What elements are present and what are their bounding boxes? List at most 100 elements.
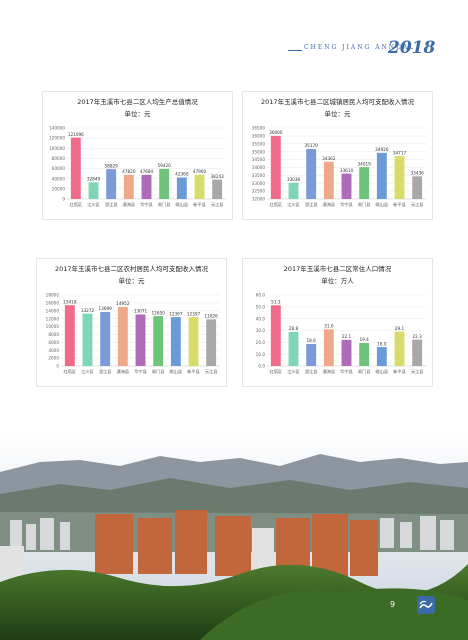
chart-unit: 单位：万人 bbox=[321, 277, 354, 285]
bar-3 bbox=[106, 169, 117, 199]
x-tick-label: 红塔区 bbox=[270, 368, 283, 375]
chart-title: 2017年玉溪市七县二区农村居民人均可支配收入情况 bbox=[54, 265, 209, 273]
bar-7 bbox=[376, 152, 387, 199]
data-label: 47684 bbox=[140, 169, 154, 174]
y-tick-label: 16000 bbox=[46, 300, 60, 305]
bar-7 bbox=[176, 177, 187, 199]
bar-8 bbox=[394, 331, 405, 366]
y-tick-label: 0 bbox=[62, 197, 65, 202]
data-label: 19.4 bbox=[360, 337, 370, 342]
y-tick-label: 0 bbox=[56, 364, 59, 369]
data-label: 36000 bbox=[269, 130, 283, 135]
y-tick-label: 35000 bbox=[252, 149, 266, 154]
data-label: 22.1 bbox=[342, 334, 352, 339]
y-tick-label: 36500 bbox=[252, 126, 266, 131]
y-tick-label: 8000 bbox=[48, 332, 59, 337]
data-label: 121096 bbox=[68, 132, 84, 137]
chart-plot: 32000 32500 33000 33500 34000 34500 35000 35500… bbox=[252, 126, 426, 208]
x-tick-label: 峨山县 bbox=[176, 201, 189, 208]
x-tick-label: 元江县 bbox=[205, 368, 218, 375]
x-tick-label: 华宁县 bbox=[140, 201, 153, 208]
data-label: 14952 bbox=[116, 301, 130, 306]
y-tick-label: 18000 bbox=[46, 293, 60, 298]
chart-rural-income: 2017年玉溪市七县二区农村居民人均可支配收入情况 单位：元 0 2000 4000… bbox=[36, 258, 227, 387]
y-tick-label: 80000 bbox=[52, 156, 66, 161]
y-tick-label: 33000 bbox=[252, 181, 266, 186]
y-tick-label: 36000 bbox=[252, 133, 266, 138]
bar-9 bbox=[412, 176, 423, 199]
chart-unit: 单位：元 bbox=[124, 110, 151, 118]
data-label: 31.0 bbox=[324, 324, 334, 329]
y-tick-label: 100000 bbox=[49, 146, 65, 151]
y-tick-label: 40000 bbox=[52, 176, 66, 181]
chart-plot: 0 20000 40000 60000 80000 100000 120000 1400001… bbox=[49, 126, 226, 208]
bar-5 bbox=[341, 173, 352, 199]
bar-2 bbox=[88, 182, 99, 199]
data-label: 59420 bbox=[158, 163, 172, 168]
x-tick-label: 新平县 bbox=[393, 368, 406, 375]
data-label: 29.1 bbox=[395, 326, 405, 331]
data-label: 38243 bbox=[211, 174, 225, 179]
bar-4 bbox=[117, 307, 128, 366]
data-label: 11826 bbox=[205, 314, 219, 319]
bar-1 bbox=[64, 305, 75, 366]
y-tick-label: 12000 bbox=[46, 316, 60, 321]
y-tick-label: 50.0 bbox=[256, 304, 266, 309]
x-tick-label: 通海县 bbox=[117, 368, 130, 375]
bar-8 bbox=[188, 317, 199, 366]
bar-3 bbox=[306, 343, 317, 366]
bar-8 bbox=[194, 174, 205, 199]
data-label: 47820 bbox=[122, 169, 136, 174]
data-label: 15418 bbox=[63, 299, 77, 304]
bar-6 bbox=[153, 316, 164, 366]
y-tick-label: 34500 bbox=[252, 157, 266, 162]
x-tick-label: 红塔区 bbox=[70, 201, 83, 208]
data-label: 47960 bbox=[193, 169, 207, 174]
x-tick-label: 新平县 bbox=[193, 201, 206, 208]
x-tick-label: 通海县 bbox=[323, 368, 336, 375]
data-label: 34926 bbox=[375, 147, 389, 152]
x-tick-label: 峨山县 bbox=[376, 201, 389, 208]
x-tick-label: 江川区 bbox=[87, 201, 100, 208]
bar-5 bbox=[141, 174, 152, 199]
bar-7 bbox=[376, 347, 387, 366]
chart-gdp-per-capita: 2017年玉溪市七县二区人均生产总值情况 单位：元 0 20000 40000 600… bbox=[42, 91, 233, 220]
x-tick-label: 澄江县 bbox=[305, 201, 318, 208]
x-tick-label: 通海县 bbox=[323, 201, 336, 208]
data-label: 16.0 bbox=[377, 341, 387, 346]
x-tick-label: 江川区 bbox=[287, 368, 300, 375]
y-tick-label: 14000 bbox=[46, 308, 60, 313]
x-tick-label: 红塔区 bbox=[270, 201, 283, 208]
x-tick-label: 红塔区 bbox=[64, 368, 77, 375]
year-label: 2018 bbox=[388, 38, 436, 58]
chart-title: 2017年玉溪市七县二区人均生产总值情况 bbox=[77, 98, 198, 106]
y-tick-label: 20000 bbox=[52, 186, 66, 191]
data-label: 51.3 bbox=[271, 299, 281, 304]
data-label: 22.3 bbox=[413, 334, 423, 339]
bar-1 bbox=[270, 305, 281, 366]
x-tick-label: 易门县 bbox=[358, 368, 371, 375]
bar-6 bbox=[359, 343, 370, 366]
bar-9 bbox=[212, 179, 223, 199]
x-tick-label: 澄江县 bbox=[105, 201, 118, 208]
chart-unit: 单位：元 bbox=[118, 277, 145, 285]
x-tick-label: 通海县 bbox=[123, 201, 136, 208]
x-tick-label: 峨山县 bbox=[170, 368, 183, 375]
y-tick-label: 0.0 bbox=[258, 364, 265, 369]
y-tick-label: 2000 bbox=[48, 356, 59, 361]
y-tick-label: 60000 bbox=[52, 166, 66, 171]
annual-header: CHENG JIANG ANNUAL 2018 bbox=[288, 38, 448, 62]
data-label: 33036 bbox=[287, 177, 301, 182]
x-tick-label: 易门县 bbox=[152, 368, 165, 375]
y-tick-label: 60.0 bbox=[256, 293, 266, 298]
x-tick-label: 新平县 bbox=[187, 368, 200, 375]
data-label: 12650 bbox=[152, 310, 166, 315]
data-label: 28.8 bbox=[289, 326, 299, 331]
x-tick-label: 华宁县 bbox=[134, 368, 147, 375]
header-rule bbox=[288, 50, 302, 51]
bar-9 bbox=[206, 319, 217, 366]
bar-5 bbox=[341, 339, 352, 366]
x-tick-label: 元江县 bbox=[211, 201, 224, 208]
data-label: 18.6 bbox=[307, 338, 317, 343]
annual-label: CHENG JIANG ANNUAL bbox=[304, 44, 416, 51]
